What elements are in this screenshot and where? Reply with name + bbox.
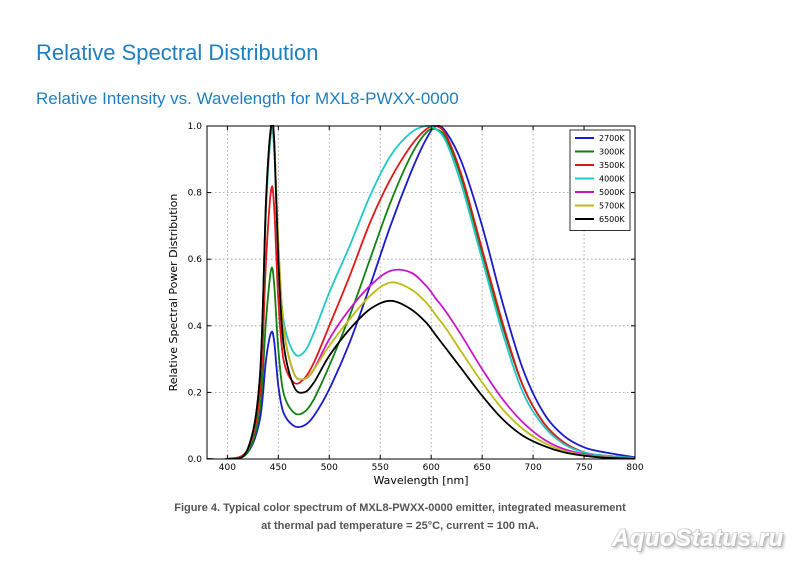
x-tick-label: 400 <box>219 463 236 473</box>
section-subtitle: Relative Intensity vs. Wavelength for MX… <box>36 89 459 108</box>
legend-label-3500K: 3500K <box>599 161 625 170</box>
y-tick-label: 0.6 <box>188 255 203 265</box>
y-axis-label: Relative Spectral Power Distribution <box>167 194 180 392</box>
x-tick-label: 550 <box>372 463 389 473</box>
x-tick-label: 450 <box>270 463 287 473</box>
axis-ticks: 400 450 500 550 600 650 700 750 800 0.0 0.2 0.4 0.6 0… <box>188 122 644 473</box>
x-tick-label: 700 <box>525 463 542 473</box>
x-tick-label: 500 <box>321 463 338 473</box>
legend-label-6500K: 6500K <box>599 215 625 224</box>
x-tick-label: 800 <box>626 463 643 473</box>
legend: 2700K 3000K 3500K 4000K 5000K 5700K 6500K <box>569 129 631 231</box>
x-axis-label: Wavelength [nm] <box>373 474 468 487</box>
figure-caption-line-2: at thermal pad temperature = 25°C, curre… <box>261 520 539 532</box>
series-line-3500K <box>207 125 635 459</box>
x-tick-label: 600 <box>423 463 440 473</box>
plot-frame <box>206 125 636 460</box>
legend-label-5700K: 5700K <box>599 202 625 211</box>
y-tick-label: 0.8 <box>188 189 203 199</box>
figure-caption-line-1: Figure 4. Typical color spectrum of MXL8… <box>174 502 626 514</box>
y-tick-label: 1.0 <box>188 122 203 132</box>
x-tick-label: 650 <box>474 463 491 473</box>
y-tick-label: 0.0 <box>188 455 203 465</box>
watermark: AquoStatus.ru <box>612 525 784 552</box>
series-lines <box>207 125 635 459</box>
legend-label-3000K: 3000K <box>599 148 625 157</box>
legend-label-2700K: 2700K <box>599 134 625 143</box>
legend-label-5000K: 5000K <box>599 188 625 197</box>
y-tick-label: 0.2 <box>188 388 202 398</box>
legend-label-4000K: 4000K <box>599 175 625 184</box>
x-tick-label: 750 <box>575 463 592 473</box>
legend-box <box>569 129 631 231</box>
y-tick-label: 0.4 <box>188 322 203 332</box>
series-line-6500K <box>207 125 635 459</box>
grid-lines <box>207 126 635 459</box>
spectral-chart: 400 450 500 550 600 650 700 750 800 0.0 0.2 0.4 0.6 0… <box>167 122 644 487</box>
section-title: Relative Spectral Distribution <box>36 40 319 65</box>
series-line-2700K <box>207 125 635 459</box>
